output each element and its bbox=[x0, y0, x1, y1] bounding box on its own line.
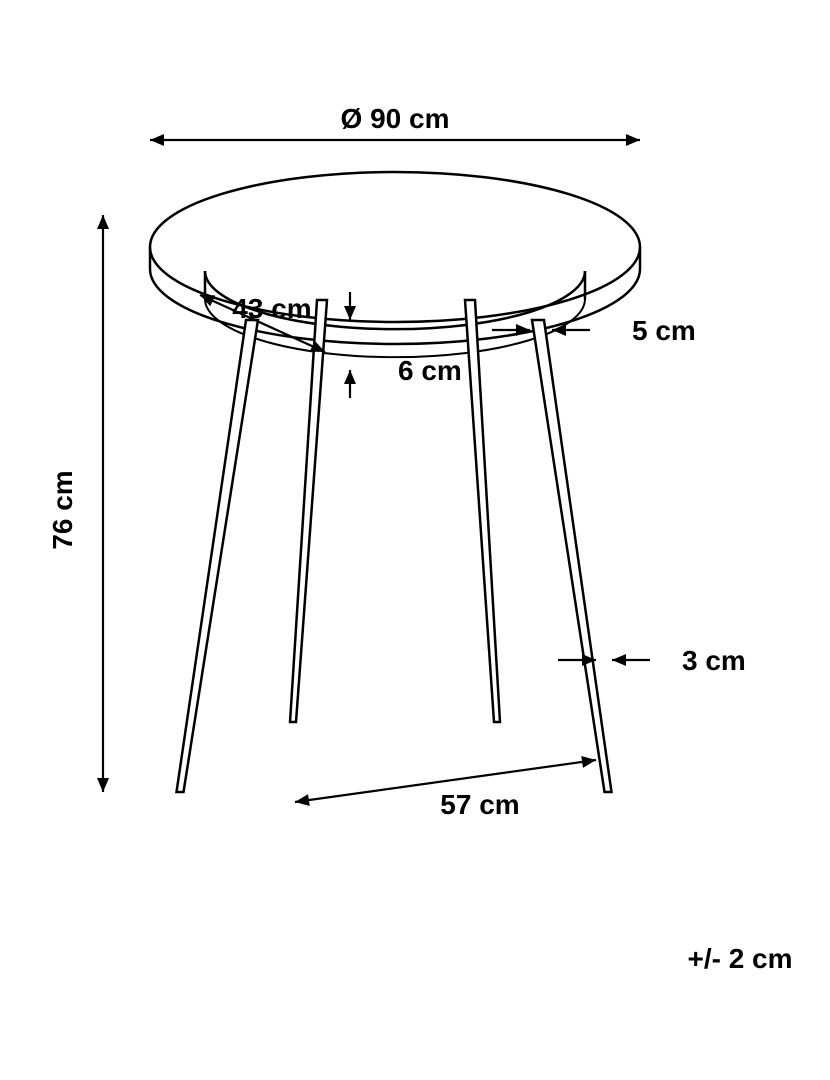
dim-leg-bottom-width-label: 3 cm bbox=[682, 645, 746, 676]
leg-front-left bbox=[177, 320, 259, 792]
dim-apron-depth-label: 43 cm bbox=[232, 293, 311, 324]
dim-apron-height-label: 6 cm bbox=[398, 355, 462, 386]
leg-back-right bbox=[465, 300, 500, 722]
leg-front-right bbox=[532, 320, 612, 792]
leg-back-left bbox=[290, 300, 327, 722]
dimension-diagram: Ø 90 cm 76 cm 43 cm 6 cm 5 cm 3 cm 57 cm +/- 2 … bbox=[0, 0, 830, 1080]
dim-leg-top-width-label: 5 cm bbox=[632, 315, 696, 346]
dim-diameter-label: Ø 90 cm bbox=[341, 103, 450, 134]
dim-floor-span-label: 57 cm bbox=[440, 789, 519, 820]
dim-height-label: 76 cm bbox=[47, 470, 78, 549]
tabletop-top-ellipse bbox=[150, 172, 640, 322]
tolerance-note: +/- 2 cm bbox=[687, 943, 792, 974]
